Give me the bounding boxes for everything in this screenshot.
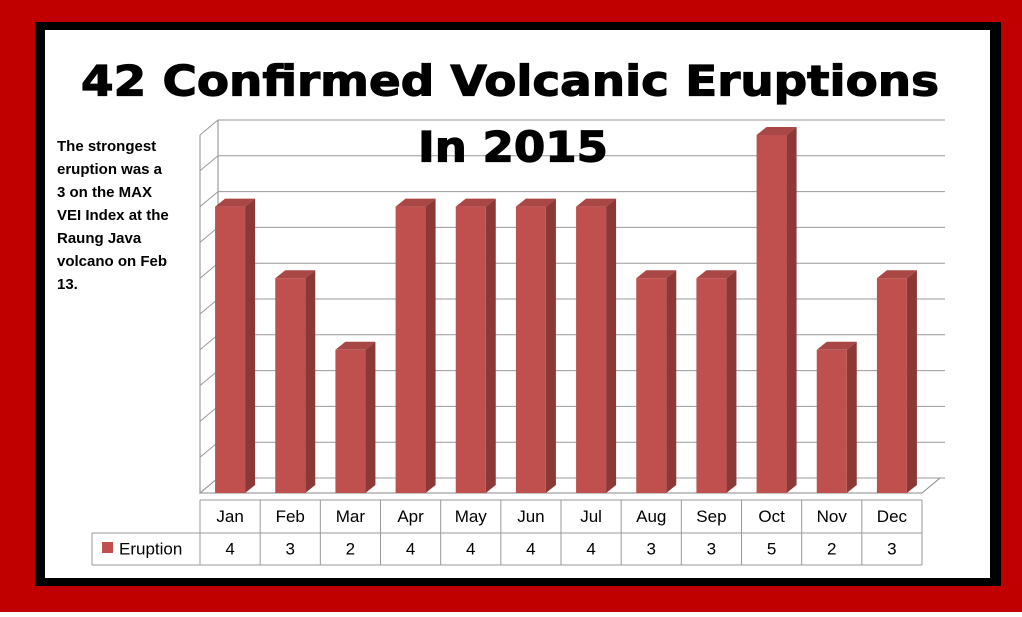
bar-side [786,127,797,493]
annotation-line: volcano on Feb [57,253,167,270]
x-tick-label: Nov [817,507,848,526]
bar-side [305,270,316,493]
x-tick-label: Jul [580,507,602,526]
x-tick-label: Jun [517,507,544,526]
table-value: 3 [647,539,656,558]
table-value: 3 [707,539,716,558]
bar [696,278,727,493]
bar [455,206,486,493]
grid-line [199,155,945,172]
table-value: 4 [466,539,475,558]
bar [515,206,546,493]
bar [576,206,607,493]
chart-title: 42 Confirmed Volcanic Eruptions [81,57,939,106]
grid-line [199,119,945,136]
bar-side [906,270,917,493]
annotation-line: 13. [57,276,78,293]
x-tick-label: May [455,507,488,526]
bar-side [485,198,496,493]
bar-side [846,341,857,493]
bar [335,349,366,493]
annotation-line: VEI Index at the [57,207,169,224]
table-value: 4 [406,539,415,558]
bar-side [666,270,677,493]
bar-top [455,198,496,207]
bar-top [756,127,797,135]
bar [275,278,306,493]
annotation-line: Raung Java [57,230,142,247]
bar-top [215,198,256,207]
table-value: 2 [346,539,355,558]
bar [756,135,787,493]
bar-side [545,198,556,493]
bar [215,206,246,493]
x-tick-label: Sep [696,507,726,526]
annotation-line: eruption was a [57,161,163,178]
table-value: 4 [225,539,234,558]
x-tick-label: Feb [276,507,305,526]
bar-side [365,341,376,493]
x-tick-label: Dec [877,507,908,526]
bar-side [245,198,256,493]
table-value: 4 [526,539,535,558]
table-value: 4 [586,539,595,558]
table-value: 3 [887,539,896,558]
bar-side [726,270,737,493]
bar-top [395,198,436,207]
x-tick-label: Apr [397,507,424,526]
bar-top [636,270,677,279]
bar-top [275,270,316,279]
bar [876,278,907,493]
bar-top [816,341,857,350]
bar [636,278,667,493]
bar-top [876,270,917,279]
x-tick-label: Oct [758,507,785,526]
table-value: 5 [767,539,776,558]
grid-line [199,191,945,207]
annotation-line: The strongest [57,138,156,155]
x-tick-label: Aug [636,507,666,526]
bar-side [425,198,436,493]
annotation-line: 3 on the MAX [57,184,152,201]
bar [395,206,426,493]
table-value: 3 [286,539,295,558]
bar-top [696,270,737,279]
chart-subtitle: In 2015 [418,123,608,172]
bar-side [606,198,617,493]
x-tick-label: Jan [216,507,243,526]
bar [816,349,847,493]
table-value: 2 [827,539,836,558]
legend-swatch [102,542,113,553]
legend-label: Eruption [119,539,182,558]
x-tick-label: Mar [336,507,366,526]
bar-top [335,341,376,350]
bar-top [515,198,556,207]
bar-top [576,198,617,207]
